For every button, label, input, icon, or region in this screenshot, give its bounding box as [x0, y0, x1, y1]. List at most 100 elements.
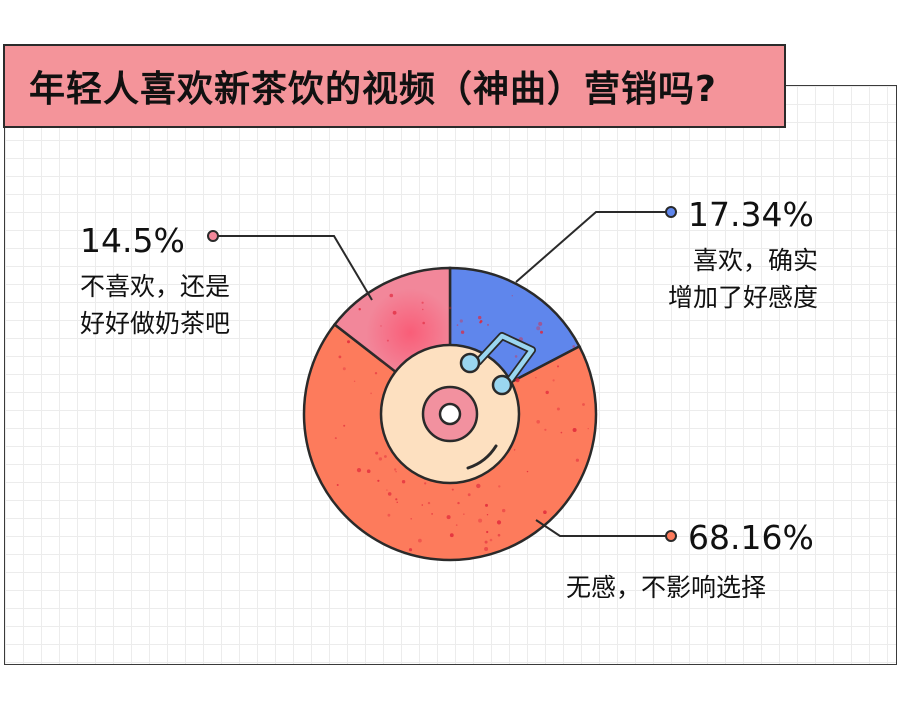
speckle [476, 483, 481, 489]
speckle [370, 392, 372, 395]
speckle [384, 455, 387, 458]
speckle [336, 484, 339, 486]
speckle [421, 301, 424, 304]
speckle [392, 310, 397, 315]
speckle [375, 451, 379, 455]
speckle [374, 372, 378, 375]
speckle [386, 489, 388, 491]
slice-label-dislike: 14.5% [80, 221, 185, 260]
speckle [421, 504, 424, 506]
speckle [515, 378, 520, 383]
speckle [502, 508, 506, 513]
slice-text-line: 不喜欢，还是 [80, 272, 231, 301]
speckle [513, 449, 516, 451]
speckle [427, 501, 431, 505]
leader-dislike [216, 235, 373, 301]
speckle [486, 514, 489, 516]
record-disc [379, 343, 521, 485]
speckle [587, 428, 589, 430]
speckle [395, 498, 398, 501]
slice-label-neutral: 68.16% [688, 518, 814, 557]
speckle [353, 380, 356, 382]
speckle [386, 339, 389, 342]
speckle [455, 524, 458, 526]
speckle [356, 468, 362, 473]
leader-neutral-dot [665, 530, 677, 542]
speckle [575, 458, 580, 462]
speckle [389, 293, 394, 298]
leader-dislike-dot [207, 230, 219, 242]
speckle [496, 520, 502, 525]
leader-like [515, 211, 668, 283]
speckle [544, 428, 547, 431]
speckle [511, 295, 513, 297]
slice-text-line: 好好做奶茶吧 [80, 309, 231, 338]
speckle [451, 488, 454, 491]
speckle [342, 367, 346, 371]
speckle [463, 513, 465, 515]
speckle [347, 340, 350, 344]
slice-text-like: 喜欢，确实 增加了好感度 [658, 242, 818, 316]
speckle [358, 308, 361, 311]
speckle [484, 540, 488, 544]
speckle [526, 470, 529, 473]
speckle [378, 457, 383, 461]
speckle [582, 403, 585, 406]
leader-like-dot [665, 206, 677, 218]
slice-texture [334, 293, 589, 552]
speckle [448, 306, 452, 310]
speckle [538, 321, 543, 326]
speckle [556, 407, 560, 411]
speckle [460, 330, 465, 334]
speckle [457, 501, 460, 505]
speckle [514, 355, 518, 358]
speckle [540, 330, 543, 334]
slice-text-line: 增加了好感度 [667, 283, 818, 312]
speckle [410, 518, 413, 520]
speckle [446, 515, 451, 520]
speckle [380, 325, 382, 327]
slice-text-dislike: 不喜欢，还是 好好做奶茶吧 [80, 268, 230, 342]
speckle [535, 377, 537, 379]
disc-groove [466, 444, 498, 470]
speckle [377, 479, 380, 482]
speckle [536, 326, 541, 331]
speckle [418, 538, 422, 543]
speckle [366, 469, 371, 474]
speckle [572, 345, 575, 348]
speckle [343, 424, 346, 427]
speckle [545, 390, 549, 395]
music-note-icon [459, 332, 536, 396]
speckle [395, 471, 397, 473]
speckle [449, 533, 454, 538]
leader-neutral [535, 519, 668, 537]
speckle [396, 501, 398, 503]
speckle [552, 379, 555, 382]
speckle [485, 503, 488, 507]
slice-text-neutral: 无感，不影响选择 [566, 569, 766, 606]
speckle [422, 308, 424, 311]
speckle [467, 493, 471, 497]
speckle [338, 355, 342, 359]
speckle [478, 315, 482, 320]
speckle [497, 533, 501, 537]
speckle [486, 530, 489, 534]
speckle [489, 538, 493, 542]
center-hole [438, 402, 462, 426]
speckle [572, 428, 577, 432]
speckle [484, 547, 489, 551]
speckle [478, 518, 483, 523]
speckle [334, 437, 337, 440]
title-banner: 年轻人喜欢新茶饮的视频（神曲）营销吗? [3, 44, 786, 128]
speckle [536, 420, 540, 424]
speckle [387, 513, 391, 517]
speckle [459, 319, 463, 323]
speckle [498, 485, 501, 488]
speckle [387, 492, 392, 496]
speckle [479, 321, 482, 324]
slice-label-like: 17.34% [688, 195, 814, 234]
speckle [456, 324, 459, 326]
speckle [408, 548, 413, 552]
speckle [394, 468, 397, 471]
